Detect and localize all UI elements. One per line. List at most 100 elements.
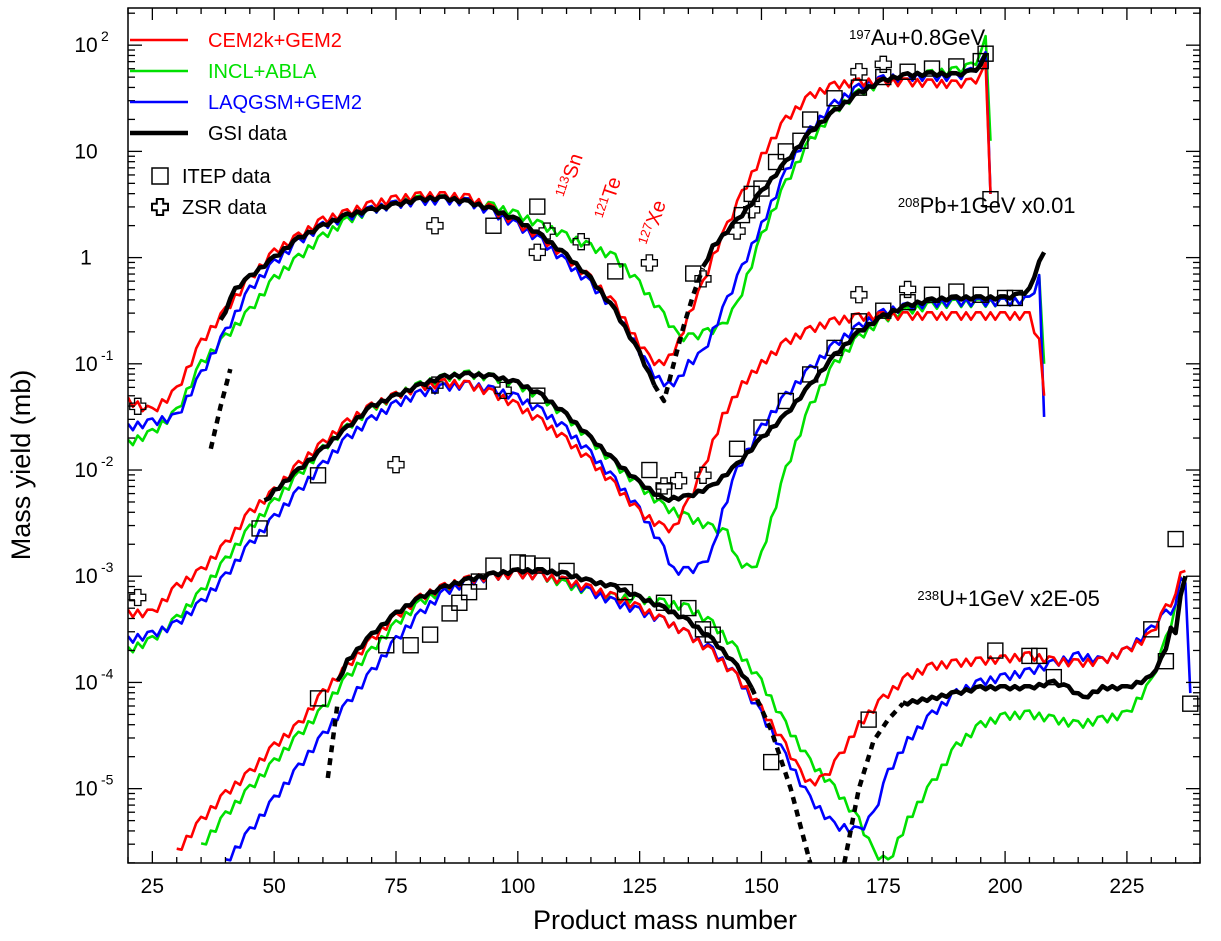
y-tick-label: 10 — [74, 459, 97, 482]
x-axis-title: Product mass number — [533, 905, 797, 935]
pb-itep-point — [641, 461, 658, 479]
x-tick-label: 175 — [866, 875, 901, 898]
au-itep-point — [977, 45, 994, 62]
au-gsi-line-2 — [701, 52, 988, 268]
au-itep-point — [685, 265, 702, 282]
au-zsr-point — [538, 222, 556, 240]
isotope-label: 121Te — [591, 174, 626, 222]
u-itep-point — [378, 637, 395, 654]
u-laqgsm-line — [225, 569, 1192, 862]
u-itep-point — [616, 583, 634, 601]
y-tick-label: 10 — [74, 34, 97, 57]
pb-itep-point — [899, 294, 916, 311]
au-itep-point — [923, 60, 941, 77]
au-itep-point — [826, 90, 843, 107]
u-itep-point — [860, 711, 877, 728]
x-tick-label: 100 — [500, 875, 535, 898]
au-zsr-point — [874, 55, 892, 73]
u-gsi-dashed-line-3 — [842, 702, 905, 863]
x-tick-label: 125 — [622, 875, 657, 898]
isotope-label: 113Sn — [552, 151, 588, 201]
pb-itep-point — [1006, 289, 1024, 307]
pb-incl-line — [128, 273, 1046, 654]
au-itep-point — [875, 68, 892, 86]
x-tick-label: 225 — [1109, 875, 1144, 898]
y-tick-exponent: -3 — [101, 559, 114, 575]
au-itep-point — [529, 198, 546, 215]
au-zsr-point — [694, 270, 712, 288]
x-tick-label: 25 — [141, 875, 164, 898]
pb-cem-line — [128, 311, 1046, 619]
isotope-label: 127Xe — [635, 198, 671, 249]
pb-zsr-point — [494, 381, 512, 400]
pb-zsr-point — [387, 456, 405, 474]
pb-itep-point — [728, 440, 746, 457]
x-tick-label: 50 — [263, 875, 286, 898]
pb-gsi-line — [263, 251, 1047, 503]
u-itep-point — [1021, 647, 1038, 665]
system-annotation: 197Au+0.8GeV — [849, 25, 985, 50]
legend-item: ITEP data — [151, 166, 271, 188]
legend-label: INCL+ABLA — [208, 61, 317, 83]
legend-label: ITEP data — [182, 166, 271, 188]
pb-itep-point — [948, 283, 965, 300]
system-annotation: 208Pb+1GeV x0.01 — [898, 193, 1076, 218]
legend-label: CEM2k+GEM2 — [208, 30, 342, 52]
u-itep-point — [485, 557, 502, 574]
legend-item: INCL+ABLA — [130, 61, 317, 83]
u-itep-point — [470, 573, 488, 590]
au-cem-line — [128, 61, 992, 413]
y-tick-label: 10 — [74, 140, 97, 163]
pb-zsr-point — [694, 466, 712, 484]
u-itep-point — [763, 753, 780, 771]
au-zsr-point — [850, 63, 868, 81]
u-itep-point — [509, 554, 527, 571]
y-tick-label: 1 — [80, 247, 92, 270]
pb-itep-point — [996, 289, 1014, 307]
u-itep-point — [451, 594, 468, 611]
pb-zsr-point — [898, 280, 917, 299]
y-tick-label: 10 — [74, 671, 97, 694]
y-tick-exponent: 2 — [101, 28, 109, 44]
au-itep-point — [485, 217, 502, 234]
au-itep-point — [767, 153, 785, 171]
legend-label: ZSR data — [182, 197, 267, 219]
pb-itep-point — [923, 286, 941, 303]
legend-item: GSI data — [130, 123, 288, 145]
au-gsi-dashed-line — [208, 368, 233, 450]
u-itep-point — [309, 690, 327, 707]
pb-itep-point — [753, 419, 770, 436]
au-zsr-point — [129, 397, 147, 415]
u-itep-point — [1030, 647, 1048, 665]
x-tick-label: 75 — [384, 875, 407, 898]
pb-itep-point — [801, 366, 819, 383]
pb-itep-point — [972, 286, 989, 303]
legend-item: LAQGSM+GEM2 — [130, 92, 362, 114]
u-gsi-line-2 — [901, 575, 1188, 707]
y-tick-label: 10 — [74, 353, 97, 376]
y-tick-exponent: -4 — [101, 665, 114, 681]
au-itep-point — [801, 111, 819, 128]
pb-zsr-point — [129, 588, 147, 607]
au-itep-point — [792, 132, 809, 149]
legend-swatch — [151, 198, 169, 216]
u-incl-line — [200, 569, 1182, 861]
au-gsi-dashed-line-2 — [652, 267, 706, 404]
legend-swatch — [151, 167, 169, 185]
u-gsi-dashed-line — [325, 703, 340, 779]
pb-itep-point — [826, 339, 843, 357]
u-itep-point — [987, 642, 1004, 659]
u-gsi-dashed-line-2 — [749, 686, 813, 863]
legend-item: CEM2k+GEM2 — [130, 30, 342, 52]
u-itep-point — [1167, 530, 1184, 548]
y-tick-exponent: -1 — [101, 347, 114, 363]
legend-item: ZSR data — [151, 197, 267, 219]
pb-zsr-point — [850, 286, 868, 304]
u-itep-point — [1045, 668, 1063, 686]
legend: CEM2k+GEM2 INCL+ABLA LAQGSM+GEM2 GSI data IT… — [130, 30, 362, 219]
legend-label: GSI data — [208, 123, 288, 145]
plot-area — [128, 34, 1199, 863]
pb-itep-point — [850, 313, 868, 330]
au-zsr-point — [426, 217, 444, 235]
